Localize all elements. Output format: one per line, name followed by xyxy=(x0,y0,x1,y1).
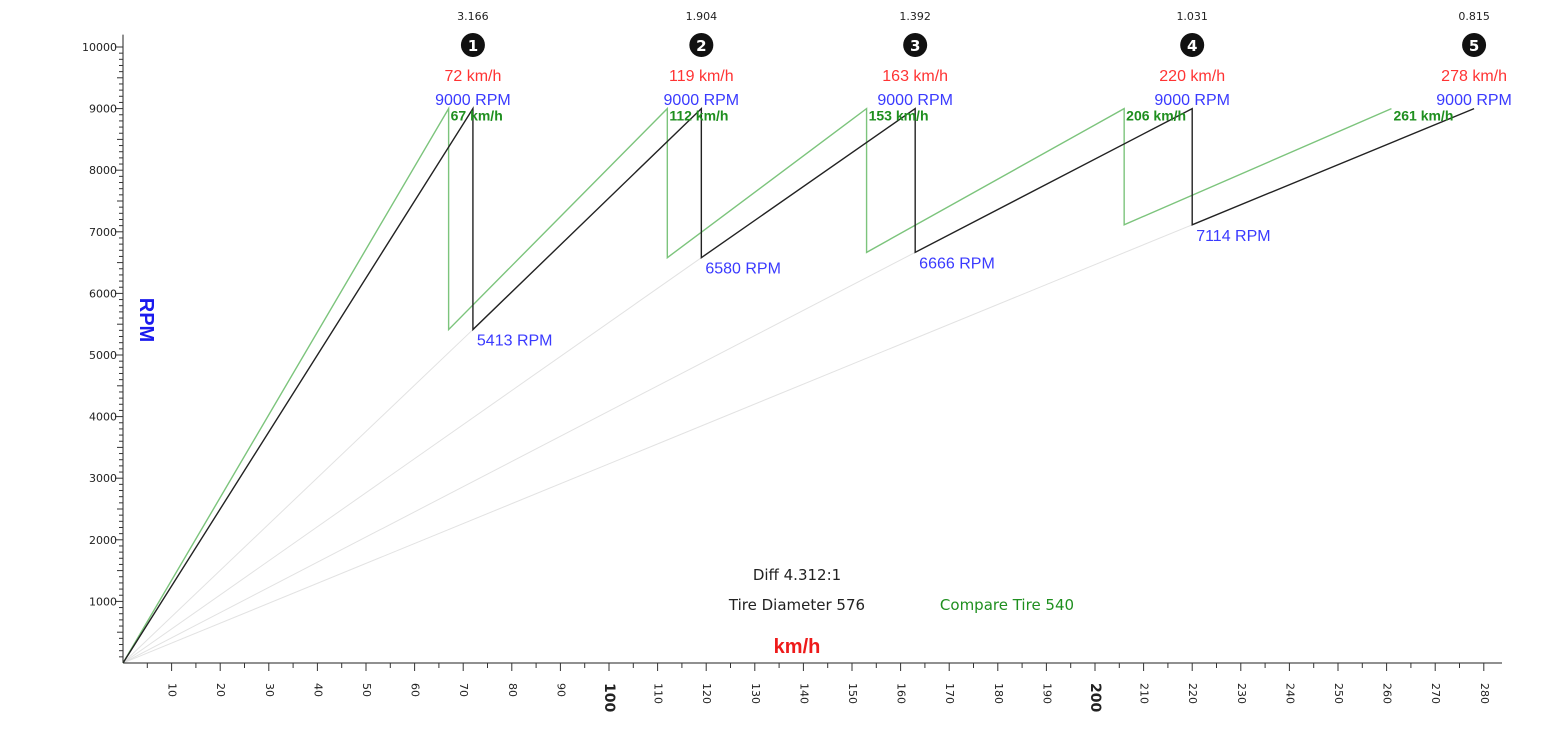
drop-rpm-label: 6580 RPM xyxy=(705,261,781,278)
x-tick-label: 90 xyxy=(554,683,567,697)
x-tick-label: 60 xyxy=(409,683,422,697)
gear-shift-rpm-label: 9000 RPM xyxy=(664,92,740,109)
y-tick-label: 6000 xyxy=(89,287,117,300)
gear-ratio-label: 0.815 xyxy=(1458,10,1490,23)
x-tick-label: 120 xyxy=(700,683,713,704)
x-axis: 10 20 30 40 50 60 70 80 90 100 110 120 130 140 150 160 1… xyxy=(123,662,1502,712)
gear-top-speed-label: 72 km/h xyxy=(444,68,501,85)
y-tick-label: 1000 xyxy=(89,595,117,608)
x-tick-label: 220 xyxy=(1186,683,1199,704)
x-tick-label: 200 xyxy=(1087,683,1103,712)
x-tick-label: 280 xyxy=(1478,683,1491,704)
guide-line xyxy=(122,257,702,664)
drop-rpm-label: 7114 RPM xyxy=(1196,228,1270,245)
x-tick-label: 170 xyxy=(943,683,956,704)
x-tick-label: 30 xyxy=(263,683,276,697)
compare-tire-series xyxy=(122,106,1392,664)
gear-ratio-label: 1.031 xyxy=(1176,10,1208,23)
x-tick-label: 190 xyxy=(1040,683,1053,704)
gear-number-badge xyxy=(689,33,714,57)
gear-shift-rpm-label: 9000 RPM xyxy=(435,92,511,109)
gear-compare-speed-label: 112 km/h xyxy=(669,108,728,124)
x-tick-label: 160 xyxy=(895,683,908,704)
gear-number: 3 xyxy=(910,37,920,55)
drop-rpm-label: 5413 RPM xyxy=(477,333,553,350)
compare-tire-label: Compare Tire 540 xyxy=(940,596,1074,614)
y-tick-label: 9000 xyxy=(89,103,117,116)
y-tick-label: 7000 xyxy=(89,226,117,239)
x-tick-label: 130 xyxy=(749,683,762,704)
x-axis-title: km/h xyxy=(774,636,821,658)
compare-tire-line xyxy=(122,106,1392,664)
gear-number: 2 xyxy=(696,37,706,55)
diff-label: Diff 4.312:1 xyxy=(753,566,841,584)
x-tick-label: 80 xyxy=(506,683,519,697)
main-tire-series xyxy=(122,106,1475,664)
gear-shift-rpm-label: 9000 RPM xyxy=(1436,92,1512,109)
x-tick-label: 40 xyxy=(311,683,324,697)
gear-top-speed-label: 278 km/h xyxy=(1441,68,1507,85)
x-tick-label: 150 xyxy=(846,683,859,704)
gear-number: 1 xyxy=(468,37,478,55)
tire-diameter-label: Tire Diameter 576 xyxy=(728,596,865,614)
gear-number-badge xyxy=(903,33,928,57)
y-axis-title: RPM xyxy=(135,298,157,342)
x-tick-label: 230 xyxy=(1235,683,1248,704)
gear-number-badge xyxy=(460,33,485,57)
x-tick-label: 270 xyxy=(1429,683,1442,704)
gear-top-speed-label: 163 km/h xyxy=(882,68,948,85)
guide-line xyxy=(122,224,1193,664)
gear-compare-speed-label: 153 km/h xyxy=(869,108,929,124)
gear-compare-speed-label: 206 km/h xyxy=(1126,108,1186,124)
y-axis: 1000 2000 3000 4000 5000 6000 7000 8000 9000 1000… xyxy=(82,34,124,663)
x-tick-label: 260 xyxy=(1381,683,1394,704)
gear-ratio-label: 1.904 xyxy=(686,10,718,23)
x-tick-label: 50 xyxy=(360,683,373,697)
x-tick-label: 70 xyxy=(457,683,470,697)
x-tick-label: 100 xyxy=(601,683,617,712)
y-tick-label: 5000 xyxy=(89,349,117,362)
x-tick-label: 140 xyxy=(797,683,810,704)
main-tire-line xyxy=(122,106,1475,664)
x-tick-label: 110 xyxy=(652,683,665,704)
gear-top-speed-label: 220 km/h xyxy=(1159,68,1225,85)
gear-number: 5 xyxy=(1469,37,1479,55)
gear-guide-lines xyxy=(122,224,1193,664)
x-tick-label: 250 xyxy=(1332,683,1345,704)
y-tick-label: 8000 xyxy=(89,164,117,177)
y-tick-label: 2000 xyxy=(89,534,117,547)
y-tick-label: 3000 xyxy=(89,472,117,485)
x-tick-label: 180 xyxy=(992,683,1005,704)
gear-shift-rpm-label: 9000 RPM xyxy=(877,92,953,109)
gear-ratio-label: 3.166 xyxy=(457,10,489,23)
gear-shift-rpm-label: 9000 RPM xyxy=(1154,92,1230,109)
x-tick-label: 20 xyxy=(214,683,227,697)
gear-compare-speed-label: 261 km/h xyxy=(1393,108,1453,124)
gear-ratio-label: 1.392 xyxy=(899,10,931,23)
drop-rpm-label: 6666 RPM xyxy=(919,255,995,272)
gear-number-badge xyxy=(1462,33,1487,57)
gear-number-badge xyxy=(1180,33,1205,57)
y-tick-label: 10000 xyxy=(82,41,117,54)
x-tick-label: 210 xyxy=(1138,683,1151,704)
y-tick-label: 4000 xyxy=(89,411,117,424)
x-tick-label: 240 xyxy=(1283,683,1296,704)
gear-number: 4 xyxy=(1187,37,1197,55)
gear-top-speed-label: 119 km/h xyxy=(669,68,734,85)
guide-line xyxy=(122,329,474,664)
gear-compare-speed-label: 67 km/h xyxy=(451,108,503,124)
x-tick-label: 10 xyxy=(166,683,179,697)
guide-line xyxy=(122,251,916,664)
